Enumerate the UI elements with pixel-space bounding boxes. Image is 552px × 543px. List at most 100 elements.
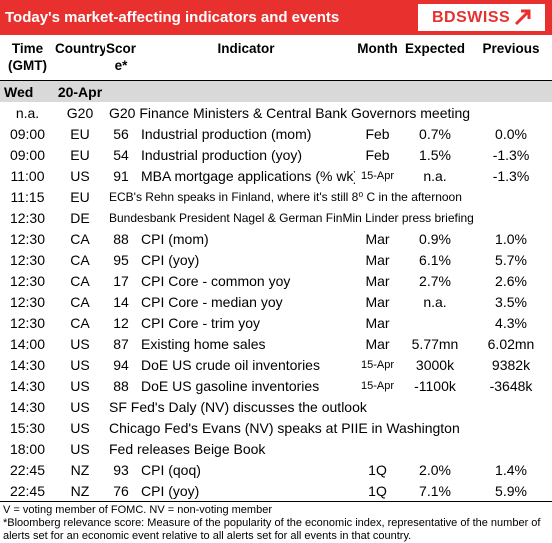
indicator-cell: CPI Core - median yoy [141,293,283,310]
expected-cell: 0.9% [419,230,451,247]
expected-cell: 2.7% [419,272,451,289]
previous-cell: 4.3% [495,314,527,331]
header-bar: Today's market-affecting indicators and … [0,0,552,35]
score-cell: 56 [113,125,129,142]
month-cell: Feb [365,125,390,142]
month-cell: 1Q [368,461,387,478]
indicator-table: Time (GMT) Country Score* Indicator Mont… [0,35,552,502]
row: 14:30 US SF Fed's Daly (NV) discusses the … [0,396,552,417]
country-cell: US [70,335,90,352]
previous-cell: -3648k [489,377,533,394]
expected-cell: 0.7% [419,125,451,142]
row: 09:00 EU 54 Industrial production (yoy) Feb 1… [0,144,552,165]
month-cell: 15-Apr [360,169,395,182]
time-cell: 15:30 [9,419,46,436]
country-cell: CA [70,251,90,268]
row: n.a. G20 G20 Finance Ministers & Central B… [0,102,552,123]
expected-cell: 5.77mn [411,335,459,352]
row: 12:30 CA 17 CPI Core - common yoy Mar 2.7% 2.6… [0,270,552,291]
expected-cell: -1100k [414,377,456,394]
indicator-cell: DoE US crude oil inventories [141,356,320,373]
country-cell: US [70,167,90,184]
previous-cell: 2.6% [495,272,527,289]
score-cell: 54 [113,146,129,163]
expected-cell [400,312,470,333]
expected-cell: 3000k [415,356,455,373]
row: 11:15 EU ECB's Rehn speaks in Finland, whe… [0,186,552,207]
time-cell: 11:00 [10,167,45,184]
col-header: Expected [404,41,466,56]
row: 12:30 CA 95 CPI (yoy) Mar 6.1% 5.7% [0,249,552,270]
weekday: Wed [0,80,55,102]
indicator-cell: MBA mortgage applications (% wk) [141,167,355,184]
indicator-cell: Industrial production (mom) [141,125,312,142]
event-cell: G20 Finance Ministers & Central Bank Gov… [109,104,471,121]
previous-cell: -1.3% [492,167,530,184]
country-cell: US [70,440,90,457]
row: 15:30 US Chicago Fed's Evans (NV) speaks a… [0,417,552,438]
col-header: Month [357,41,398,56]
indicator-cell: Existing home sales [141,335,266,352]
score-cell: 91 [113,167,129,184]
indicator-cell: CPI Core - trim yoy [141,314,261,331]
col-header: Time (GMT) [8,41,47,73]
time-cell: 12:30 [9,209,46,226]
time-cell: 12:30 [9,272,46,289]
time-cell: 22:45 [0,480,55,502]
expected-cell: 1.5% [419,146,451,163]
indicator-cell: DoE US gasoline inventories [141,377,320,394]
day-row: Wed 20-Apr [0,80,552,102]
indicator-cell: CPI (qoq) [141,461,201,478]
row: 14:00 US 87 Existing home sales Mar 5.77mn 6.0… [0,333,552,354]
row: 14:30 US 94 DoE US crude oil inventories 15-… [0,354,552,375]
country-cell: US [70,419,90,436]
time-cell: 12:30 [9,314,46,331]
month-cell: Mar [365,335,390,352]
score-cell: 87 [113,335,129,352]
previous-cell: 9382k [491,356,531,373]
country-cell: CA [70,293,90,310]
time-cell: 18:00 [9,440,46,457]
footnote: *Bloomberg relevance score: Measure of t… [3,517,541,542]
row: 09:00 EU 56 Industrial production (mom) Feb 0… [0,123,552,144]
time-cell: 12:30 [9,230,46,247]
event-cell: Fed releases Beige Book [109,440,266,457]
time-cell: n.a. [15,104,40,121]
score-cell: 88 [113,377,129,394]
previous-cell: 1.4% [495,461,527,478]
score-cell: 17 [113,272,129,289]
indicator-cell: Industrial production (yoy) [141,146,303,163]
indicator-cell: CPI (yoy) [137,480,355,502]
month-cell: Mar [365,251,390,268]
score-cell: 14 [113,293,129,310]
score-cell: 95 [113,251,129,268]
month-cell: Mar [365,272,390,289]
expected-cell: n.a. [423,293,447,310]
expected-cell: 7.1% [400,480,470,502]
expected-cell: 2.0% [419,461,451,478]
title: Today's market-affecting indicators and … [5,9,340,26]
logo-arrow [514,9,531,26]
row: 11:00 US 91 MBA mortgage applications (% wk… [0,165,552,186]
country-cell: US [70,356,90,373]
event-cell: ECB's Rehn speaks in Finland, where it's… [109,189,462,204]
country-cell: EU [70,188,90,205]
indicator-cell: CPI Core - common yoy [141,272,291,289]
time-cell: 12:30 [9,293,46,310]
country-cell: EU [70,125,90,142]
indicator-cell: CPI (yoy) [141,251,200,268]
time-cell: 12:30 [9,251,46,268]
row: 18:00 US Fed releases Beige Book [0,438,552,459]
logo-text: BDSWISS [432,9,511,26]
month-cell: Feb [365,146,390,163]
event-cell: Bundesbank President Nagel & German FinM… [109,210,474,225]
expected-cell: 6.1% [419,251,451,268]
col-header: Previous [482,41,540,56]
country-cell: DE [70,209,90,226]
month-cell: 1Q [355,480,400,502]
month-cell: Mar [365,293,390,310]
month-cell: 15-Apr [360,379,395,392]
score-cell: 93 [113,461,129,478]
previous-cell: 1.0% [495,230,527,247]
previous-cell: 5.9% [470,480,552,502]
